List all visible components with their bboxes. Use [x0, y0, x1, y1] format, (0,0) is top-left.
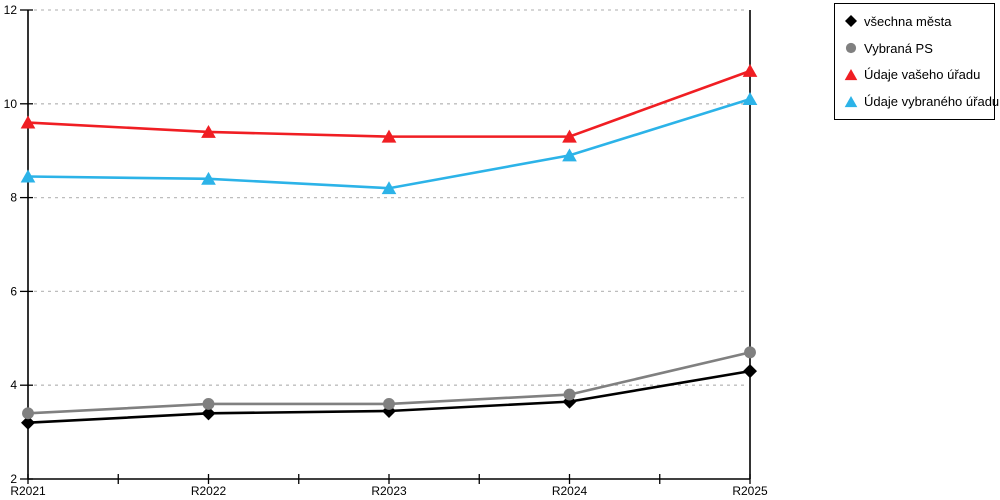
svg-text:8: 8: [10, 191, 17, 205]
legend-item-vybrana-ps: Vybraná PS: [843, 41, 992, 56]
svg-text:R2022: R2022: [191, 484, 227, 498]
diamond-marker-icon: [843, 14, 859, 28]
legend-label: Údaje vybraného úřadu: [864, 94, 1000, 110]
legend-item-udaje-vaseho-uradu: Údaje vašeho úřadu: [843, 67, 992, 82]
legend-item-udaje-vybraneho-uradu: Údaje vybraného úřadu: [843, 94, 999, 109]
svg-text:R2024: R2024: [552, 484, 588, 498]
svg-text:2: 2: [10, 472, 17, 486]
circle-marker-icon: [843, 41, 859, 55]
svg-text:10: 10: [4, 97, 18, 111]
svg-text:R2023: R2023: [371, 484, 407, 498]
svg-text:12: 12: [4, 3, 18, 17]
legend-label: Vybraná PS: [864, 40, 933, 56]
triangle-marker-icon: [843, 68, 859, 82]
svg-text:4: 4: [10, 378, 17, 392]
svg-text:R2021: R2021: [10, 484, 46, 498]
svg-text:6: 6: [10, 284, 17, 298]
svg-text:R2025: R2025: [732, 484, 768, 498]
chart-legend: všechna města Vybraná PS Údaje vašeho úř…: [834, 3, 999, 120]
legend-label: Údaje vašeho úřadu: [864, 67, 981, 83]
triangle-marker-icon: [843, 95, 859, 109]
legend-label: všechna města: [864, 13, 952, 29]
legend-item-vsechna-mesta: všechna města: [843, 14, 992, 29]
